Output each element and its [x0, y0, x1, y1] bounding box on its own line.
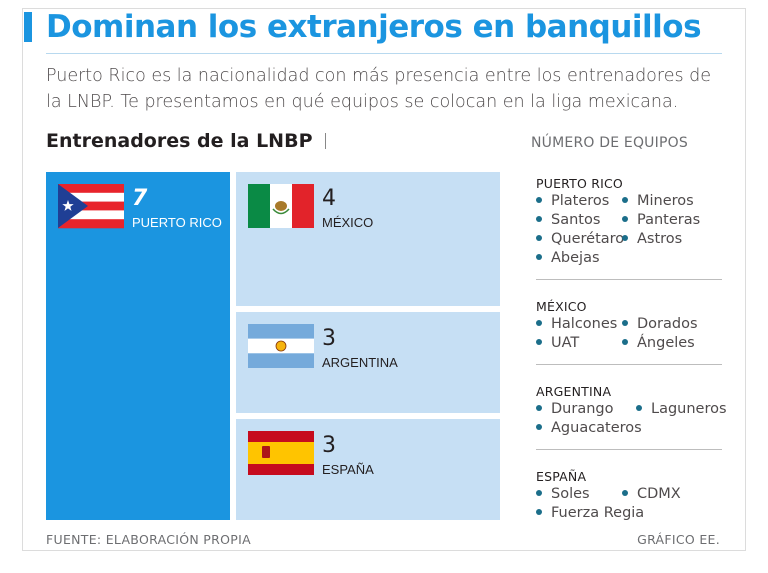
legend-team: Panteras: [622, 212, 700, 228]
legend-country: ESPAÑA: [536, 469, 587, 484]
legend-team-name: Durango: [551, 401, 614, 417]
bullet-icon: [536, 405, 542, 411]
legend-team-name: Laguneros: [651, 401, 727, 417]
legend-divider: [536, 279, 722, 280]
legend-group: PUERTO RICO Plateros Mineros Santos Panteras…: [536, 176, 726, 266]
legend-team: UAT: [536, 335, 579, 351]
legend-team-name: Aguacateros: [551, 420, 642, 436]
mexico-flag-icon: [248, 184, 314, 228]
treemap-tile-rect: [46, 172, 230, 520]
legend-team: Fuerza Regia: [536, 505, 644, 521]
legend-team: Querétaro: [536, 231, 624, 247]
legend-team-name: Panteras: [637, 212, 701, 228]
legend-team: CDMX: [622, 486, 681, 502]
bullet-icon: [622, 235, 628, 241]
legend-team: Laguneros: [636, 401, 727, 417]
bullet-icon: [536, 424, 542, 430]
legend-team-name: UAT: [551, 335, 580, 351]
legend-team-name: Dorados: [637, 316, 698, 332]
legend-group: ESPAÑA Soles CDMX Fuerza Regia: [536, 469, 726, 521]
tile-value: 3: [322, 326, 336, 351]
argentina-flag-icon: [248, 324, 314, 368]
tile-value: 4: [322, 186, 336, 211]
legend-team: Mineros: [622, 193, 694, 209]
legend-team-name: Plateros: [551, 193, 610, 209]
chart-title-divider: [325, 133, 326, 149]
tile-label: MÉXICO: [322, 215, 373, 230]
bullet-icon: [536, 216, 542, 222]
legend-team: Ángeles: [622, 335, 695, 351]
tile-label: ESPAÑA: [322, 462, 374, 477]
spain-flag-icon: [248, 431, 314, 475]
bullet-icon: [622, 320, 628, 326]
tile-label: ARGENTINA: [322, 355, 398, 370]
legend-team: Santos: [536, 212, 600, 228]
bullet-icon: [536, 490, 542, 496]
treemap-tile-mexico: 4 MÉXICO: [236, 172, 500, 306]
legend-divider: [536, 364, 722, 365]
legend-country: PUERTO RICO: [536, 176, 623, 191]
tile-value: 7: [132, 186, 148, 211]
graphic-credit: GRÁFICO EE.: [637, 532, 720, 547]
legend-team-name: Abejas: [551, 250, 600, 266]
bullet-icon: [536, 254, 542, 260]
legend-team: Abejas: [536, 250, 600, 266]
legend-group: MÉXICO Halcones Dorados UAT Ángeles: [536, 299, 726, 351]
tile-value: 3: [322, 433, 336, 458]
bullet-icon: [622, 490, 628, 496]
bullet-icon: [622, 339, 628, 345]
bullet-icon: [636, 405, 642, 411]
bullet-icon: [536, 320, 542, 326]
source-note: FUENTE: ELABORACIÓN PROPIA: [46, 532, 251, 547]
legend-team-name: Halcones: [551, 316, 618, 332]
treemap-tile-puerto-rico: 7 PUERTO RICO: [46, 172, 230, 520]
puerto-rico-flag-icon: [58, 184, 124, 229]
legend-team-name: Astros: [637, 231, 683, 247]
legend-group: ARGENTINA Durango Laguneros Aguacateros: [536, 384, 727, 436]
team-count-header: NÚMERO DE EQUIPOS: [531, 135, 688, 151]
legend-team-name: Ángeles: [637, 335, 695, 351]
chart-title: Entrenadores de la LNBP: [46, 130, 313, 152]
legend-country: MÉXICO: [536, 299, 587, 314]
page-title: Dominan los extranjeros en banquillos: [46, 9, 702, 45]
legend-team: Soles: [536, 486, 590, 502]
legend-team: Aguacateros: [536, 420, 642, 436]
legend-team: Astros: [622, 231, 682, 247]
title-accent-bar: [24, 12, 32, 42]
legend-divider: [536, 449, 722, 450]
bullet-icon: [536, 339, 542, 345]
bullet-icon: [536, 509, 542, 515]
page-subtitle: Puerto Rico es la nacionalidad con más p…: [46, 66, 712, 112]
legend-team: Durango: [536, 401, 613, 417]
legend-country: ARGENTINA: [536, 384, 612, 399]
treemap-tile-spain: 3 ESPAÑA: [236, 419, 500, 520]
legend-team-name: Querétaro: [551, 231, 625, 247]
bullet-icon: [536, 197, 542, 203]
bullet-icon: [622, 197, 628, 203]
legend-team: Plateros: [536, 193, 609, 209]
treemap-tile-argentina: 3 ARGENTINA: [236, 312, 500, 413]
legend-team-name: Santos: [551, 212, 601, 228]
title-divider: [46, 53, 722, 54]
legend-team: Dorados: [622, 316, 698, 332]
infographic-frame: [22, 8, 746, 551]
tile-label: PUERTO RICO: [132, 215, 222, 230]
legend-team: Halcones: [536, 316, 617, 332]
legend-team-name: Soles: [551, 486, 590, 502]
legend-team-name: Mineros: [637, 193, 694, 209]
bullet-icon: [536, 235, 542, 241]
legend-team-name: Fuerza Regia: [551, 505, 645, 521]
bullet-icon: [622, 216, 628, 222]
legend-team-name: CDMX: [637, 486, 681, 502]
